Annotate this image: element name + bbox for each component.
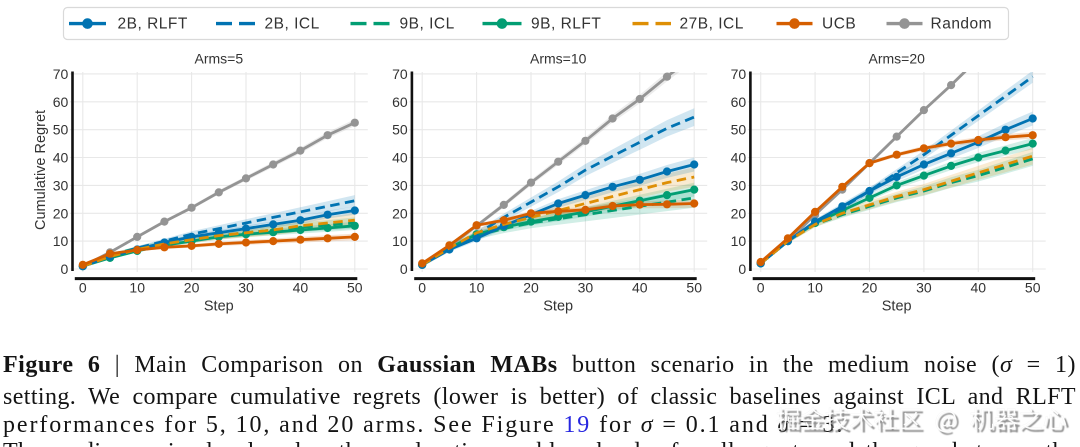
svg-text:27B, ICL: 27B, ICL (680, 16, 744, 33)
svg-text:20: 20 (731, 205, 747, 221)
svg-text:10: 10 (53, 233, 69, 249)
svg-text:20: 20 (862, 280, 878, 296)
svg-text:50: 50 (347, 280, 363, 296)
svg-text:Arms=5: Arms=5 (194, 51, 243, 67)
svg-text:50: 50 (392, 122, 408, 138)
svg-text:10: 10 (807, 280, 823, 296)
svg-text:70: 70 (731, 66, 747, 82)
svg-text:Random: Random (931, 16, 993, 33)
svg-text:0: 0 (400, 261, 408, 277)
svg-text:30: 30 (916, 280, 932, 296)
svg-text:30: 30 (392, 177, 408, 193)
svg-text:40: 40 (632, 280, 648, 296)
svg-text:2B, RLFT: 2B, RLFT (118, 16, 188, 33)
svg-text:Step: Step (543, 299, 573, 315)
svg-text:0: 0 (61, 261, 69, 277)
svg-text:10: 10 (129, 280, 145, 296)
svg-text:Step: Step (882, 299, 912, 315)
svg-text:10: 10 (731, 233, 747, 249)
svg-text:Step: Step (204, 299, 234, 315)
svg-text:60: 60 (731, 94, 747, 110)
svg-text:0: 0 (418, 280, 426, 296)
svg-text:9B, ICL: 9B, ICL (400, 16, 455, 33)
svg-text:20: 20 (392, 205, 408, 221)
svg-text:Cumulative Regret: Cumulative Regret (33, 110, 49, 230)
svg-text:40: 40 (293, 280, 309, 296)
svg-text:60: 60 (392, 94, 408, 110)
svg-text:30: 30 (578, 280, 594, 296)
svg-text:20: 20 (184, 280, 200, 296)
svg-text:50: 50 (1025, 280, 1041, 296)
svg-text:20: 20 (523, 280, 539, 296)
svg-text:30: 30 (731, 177, 747, 193)
svg-text:40: 40 (971, 280, 987, 296)
svg-text:Arms=20: Arms=20 (868, 51, 925, 67)
svg-text:40: 40 (392, 150, 408, 166)
svg-text:30: 30 (53, 177, 69, 193)
svg-text:10: 10 (469, 280, 485, 296)
svg-text:50: 50 (53, 122, 69, 138)
svg-text:9B, RLFT: 9B, RLFT (531, 16, 601, 33)
svg-text:10: 10 (392, 233, 408, 249)
svg-text:0: 0 (757, 280, 765, 296)
svg-text:70: 70 (53, 66, 69, 82)
svg-text:30: 30 (238, 280, 254, 296)
svg-text:70: 70 (392, 66, 408, 82)
svg-text:2B, ICL: 2B, ICL (265, 16, 320, 33)
svg-text:60: 60 (53, 94, 69, 110)
svg-text:50: 50 (731, 122, 747, 138)
svg-text:Arms=10: Arms=10 (530, 51, 587, 67)
svg-text:0: 0 (738, 261, 746, 277)
svg-text:0: 0 (79, 280, 87, 296)
svg-text:50: 50 (686, 280, 702, 296)
svg-text:40: 40 (53, 150, 69, 166)
svg-text:40: 40 (731, 150, 747, 166)
svg-text:20: 20 (53, 205, 69, 221)
svg-text:UCB: UCB (822, 16, 856, 33)
